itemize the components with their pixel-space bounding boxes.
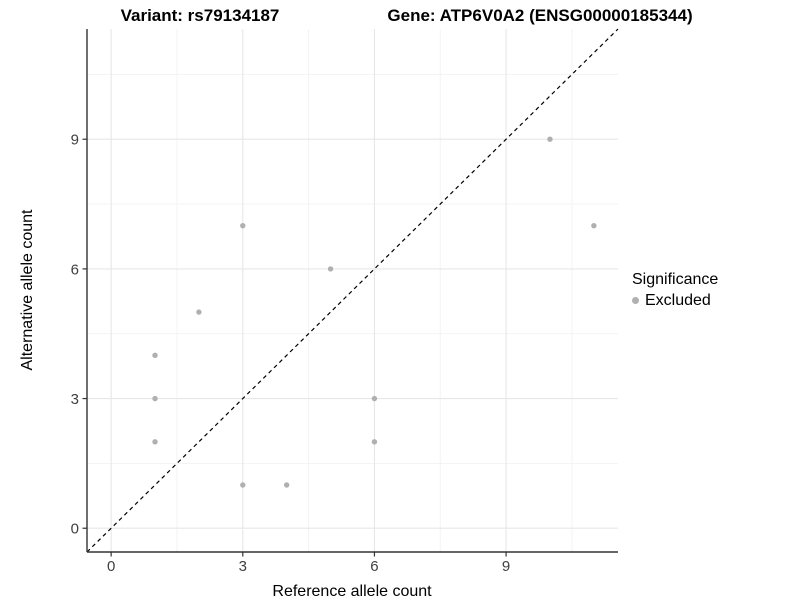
- variant-title: Variant: rs79134187: [120, 6, 280, 25]
- identity-line: [86, 28, 619, 553]
- data-point: [371, 395, 378, 402]
- legend: Significance Excluded: [632, 270, 718, 310]
- data-point: [152, 439, 158, 445]
- legend-title: Significance: [632, 271, 719, 288]
- data-point: [371, 439, 378, 445]
- legend-key-dot-icon: [632, 297, 639, 305]
- legend-item-label: Excluded: [645, 292, 711, 310]
- x-tick-label: 0: [107, 558, 115, 575]
- x-tick-label: 9: [502, 558, 510, 575]
- x-tick-label: 3: [239, 558, 247, 575]
- data-point: [283, 482, 290, 488]
- data-point: [240, 482, 246, 488]
- y-tick-label: 0: [71, 521, 79, 538]
- data-point: [152, 352, 158, 359]
- y-tick-label: 9: [71, 132, 79, 149]
- gene-title: Gene: ATP6V0A2 (ENSG00000185344): [387, 6, 693, 25]
- data-point: [591, 222, 597, 229]
- data-point: [327, 266, 334, 272]
- data-point: [196, 309, 202, 315]
- data-point: [240, 222, 246, 229]
- data-point: [547, 136, 553, 142]
- x-axis-title: Reference allele count: [272, 583, 432, 600]
- x-tick-label: 6: [370, 558, 378, 575]
- y-axis-title: Alternative allele count: [19, 209, 36, 371]
- y-tick-label: 6: [71, 261, 79, 278]
- data-point: [152, 395, 158, 402]
- legend-item-excluded: Excluded: [632, 291, 718, 310]
- y-tick-label: 3: [71, 391, 79, 408]
